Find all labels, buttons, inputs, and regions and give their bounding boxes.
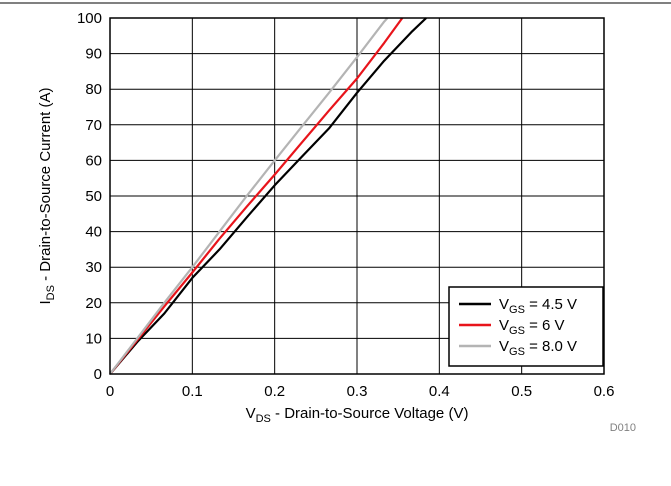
x-tick-label-0: 0 xyxy=(106,383,114,400)
series-line-1 xyxy=(109,17,404,375)
y-tick-label-3: 30 xyxy=(85,259,102,276)
y-tick-labels: 0 10 20 30 40 50 60 70 80 90 100 xyxy=(77,10,102,383)
y-tick-label-6: 60 xyxy=(85,152,102,169)
y-tick-label-1: 10 xyxy=(85,330,102,347)
y-tick-label-4: 40 xyxy=(85,224,102,241)
x-tick-labels: 0 0.1 0.2 0.3 0.4 0.5 0.6 xyxy=(106,383,615,400)
legend-box xyxy=(448,286,604,367)
y-tick-label-5: 50 xyxy=(85,188,102,205)
legend-label-2: VGS = 8.0 V xyxy=(499,338,577,358)
y-axis-title: IDS - Drain-to-Source Current (A) xyxy=(37,87,57,304)
series-layer xyxy=(109,17,427,375)
y-axis-title-sub: DS xyxy=(45,285,57,300)
series-line-2 xyxy=(109,17,389,375)
y-axis-title-rest: - Drain-to-Source Current (A) xyxy=(37,87,54,285)
y-tick-label-8: 80 xyxy=(85,81,102,98)
x-tick-label-1: 0.1 xyxy=(182,383,203,400)
y-axis-title-main: I xyxy=(37,300,54,304)
x-tick-label-3: 0.3 xyxy=(347,383,368,400)
y-tick-label-2: 20 xyxy=(85,295,102,312)
plot-frame xyxy=(109,17,605,375)
x-tick-label-6: 0.6 xyxy=(594,383,615,400)
x-axis-title-rest: - Drain-to-Source Voltage (V) xyxy=(271,405,469,422)
x-tick-label-2: 0.2 xyxy=(264,383,285,400)
x-axis-title-main: V xyxy=(246,405,256,422)
series-line-0 xyxy=(109,17,427,375)
y-tick-label-10: 100 xyxy=(77,10,102,27)
y-tick-label-9: 90 xyxy=(85,46,102,63)
x-axis-title: VDS - Drain-to-Source Voltage (V) xyxy=(246,405,469,425)
legend-label-1: VGS = 6 V xyxy=(499,317,565,337)
y-tick-label-0: 0 xyxy=(94,366,102,383)
figure-code: D010 xyxy=(610,422,636,434)
x-tick-label-4: 0.4 xyxy=(429,383,450,400)
x-axis-title-sub: DS xyxy=(256,413,271,425)
y-tick-label-7: 70 xyxy=(85,117,102,134)
x-tick-label-5: 0.5 xyxy=(511,383,532,400)
legend-label-0: VGS = 4.5 V xyxy=(499,296,577,316)
